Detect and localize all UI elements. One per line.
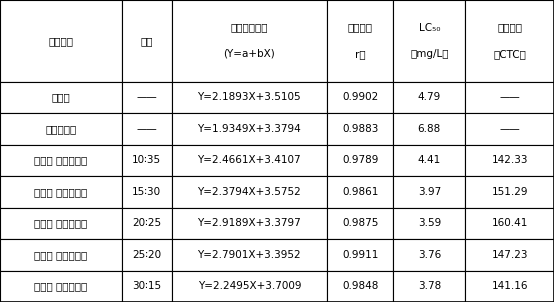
Text: 相关系数

r值: 相关系数 r值 — [347, 23, 373, 59]
Text: 哑菌酯 吡唑醚菌酯: 哑菌酯 吡唑醚菌酯 — [34, 218, 88, 228]
Bar — [0, 113, 122, 145]
Text: LC₅₀

（mg/L）: LC₅₀ （mg/L） — [410, 23, 449, 59]
Text: 0.9848: 0.9848 — [342, 281, 378, 291]
Text: 6.88: 6.88 — [418, 124, 441, 134]
Text: 3.78: 3.78 — [418, 281, 441, 291]
Bar — [172, 239, 327, 271]
Bar — [465, 176, 554, 207]
Text: 0.9883: 0.9883 — [342, 124, 378, 134]
Bar — [0, 239, 122, 271]
Text: 20∶25: 20∶25 — [132, 218, 161, 228]
Bar — [327, 207, 393, 239]
Text: 毒力回归方程

(Y=a+bX): 毒力回归方程 (Y=a+bX) — [223, 23, 275, 59]
Bar — [172, 271, 327, 302]
Text: Y=2.7901X+3.3952: Y=2.7901X+3.3952 — [197, 250, 301, 260]
Bar — [172, 207, 327, 239]
Bar — [122, 82, 172, 113]
Bar — [465, 207, 554, 239]
Text: 3.59: 3.59 — [418, 218, 441, 228]
Text: Y=2.1893X+3.5105: Y=2.1893X+3.5105 — [197, 92, 301, 102]
Bar — [465, 271, 554, 302]
Bar — [465, 0, 554, 82]
Text: 147.23: 147.23 — [491, 250, 528, 260]
Text: 哑菌酯: 哑菌酯 — [52, 92, 70, 102]
Text: 0.9875: 0.9875 — [342, 218, 378, 228]
Bar — [465, 145, 554, 176]
Bar — [327, 0, 393, 82]
Bar — [327, 271, 393, 302]
Bar — [122, 207, 172, 239]
Bar — [393, 207, 465, 239]
Text: 哑菌酯 吡唑醚菌酯: 哑菌酯 吡唑醚菌酯 — [34, 155, 88, 165]
Text: ——: —— — [136, 124, 157, 134]
Text: Y=2.4661X+3.4107: Y=2.4661X+3.4107 — [197, 155, 301, 165]
Text: ——: —— — [136, 92, 157, 102]
Bar — [393, 271, 465, 302]
Bar — [327, 82, 393, 113]
Bar — [393, 176, 465, 207]
Bar — [122, 271, 172, 302]
Text: Y=2.3794X+3.5752: Y=2.3794X+3.5752 — [197, 187, 301, 197]
Bar — [122, 0, 172, 82]
Text: 4.41: 4.41 — [418, 155, 441, 165]
Text: 25∶20: 25∶20 — [132, 250, 161, 260]
Text: 10∶35: 10∶35 — [132, 155, 161, 165]
Bar — [122, 145, 172, 176]
Text: 3.76: 3.76 — [418, 250, 441, 260]
Bar — [393, 145, 465, 176]
Text: 哑菌酯 吡唑醚菌酯: 哑菌酯 吡唑醚菌酯 — [34, 187, 88, 197]
Bar — [172, 113, 327, 145]
Bar — [465, 113, 554, 145]
Bar — [465, 239, 554, 271]
Text: 哑菌酯 吡唑醚菌酯: 哑菌酯 吡唑醚菌酯 — [34, 281, 88, 291]
Text: 配比: 配比 — [141, 36, 153, 46]
Text: 0.9902: 0.9902 — [342, 92, 378, 102]
Text: Y=1.9349X+3.3794: Y=1.9349X+3.3794 — [197, 124, 301, 134]
Bar — [172, 176, 327, 207]
Text: 30∶15: 30∶15 — [132, 281, 161, 291]
Bar — [122, 239, 172, 271]
Text: 0.9861: 0.9861 — [342, 187, 378, 197]
Bar — [327, 176, 393, 207]
Bar — [122, 113, 172, 145]
Bar — [0, 82, 122, 113]
Bar — [0, 145, 122, 176]
Text: 151.29: 151.29 — [491, 187, 528, 197]
Text: 处理名称: 处理名称 — [48, 36, 74, 46]
Text: 4.79: 4.79 — [418, 92, 441, 102]
Bar — [327, 113, 393, 145]
Bar — [0, 271, 122, 302]
Bar — [0, 0, 122, 82]
Text: 141.16: 141.16 — [491, 281, 528, 291]
Text: 3.97: 3.97 — [418, 187, 441, 197]
Bar — [0, 207, 122, 239]
Bar — [0, 176, 122, 207]
Bar — [465, 82, 554, 113]
Bar — [393, 239, 465, 271]
Text: 共毒系数

（CTC）: 共毒系数 （CTC） — [493, 23, 526, 59]
Text: ——: —— — [499, 124, 520, 134]
Bar — [393, 0, 465, 82]
Bar — [172, 82, 327, 113]
Text: ——: —— — [499, 92, 520, 102]
Text: 0.9789: 0.9789 — [342, 155, 378, 165]
Bar — [393, 113, 465, 145]
Bar — [172, 0, 327, 82]
Text: 哑菌酯 吡唑醚菌酯: 哑菌酯 吡唑醚菌酯 — [34, 250, 88, 260]
Text: 15∶30: 15∶30 — [132, 187, 161, 197]
Text: Y=2.2495X+3.7009: Y=2.2495X+3.7009 — [198, 281, 301, 291]
Bar — [122, 176, 172, 207]
Text: Y=2.9189X+3.3797: Y=2.9189X+3.3797 — [197, 218, 301, 228]
Bar — [327, 239, 393, 271]
Text: 0.9911: 0.9911 — [342, 250, 378, 260]
Bar — [172, 145, 327, 176]
Bar — [327, 145, 393, 176]
Bar — [393, 82, 465, 113]
Text: 160.41: 160.41 — [491, 218, 528, 228]
Text: 吡唑醚菌酯: 吡唑醚菌酯 — [45, 124, 76, 134]
Text: 142.33: 142.33 — [491, 155, 528, 165]
